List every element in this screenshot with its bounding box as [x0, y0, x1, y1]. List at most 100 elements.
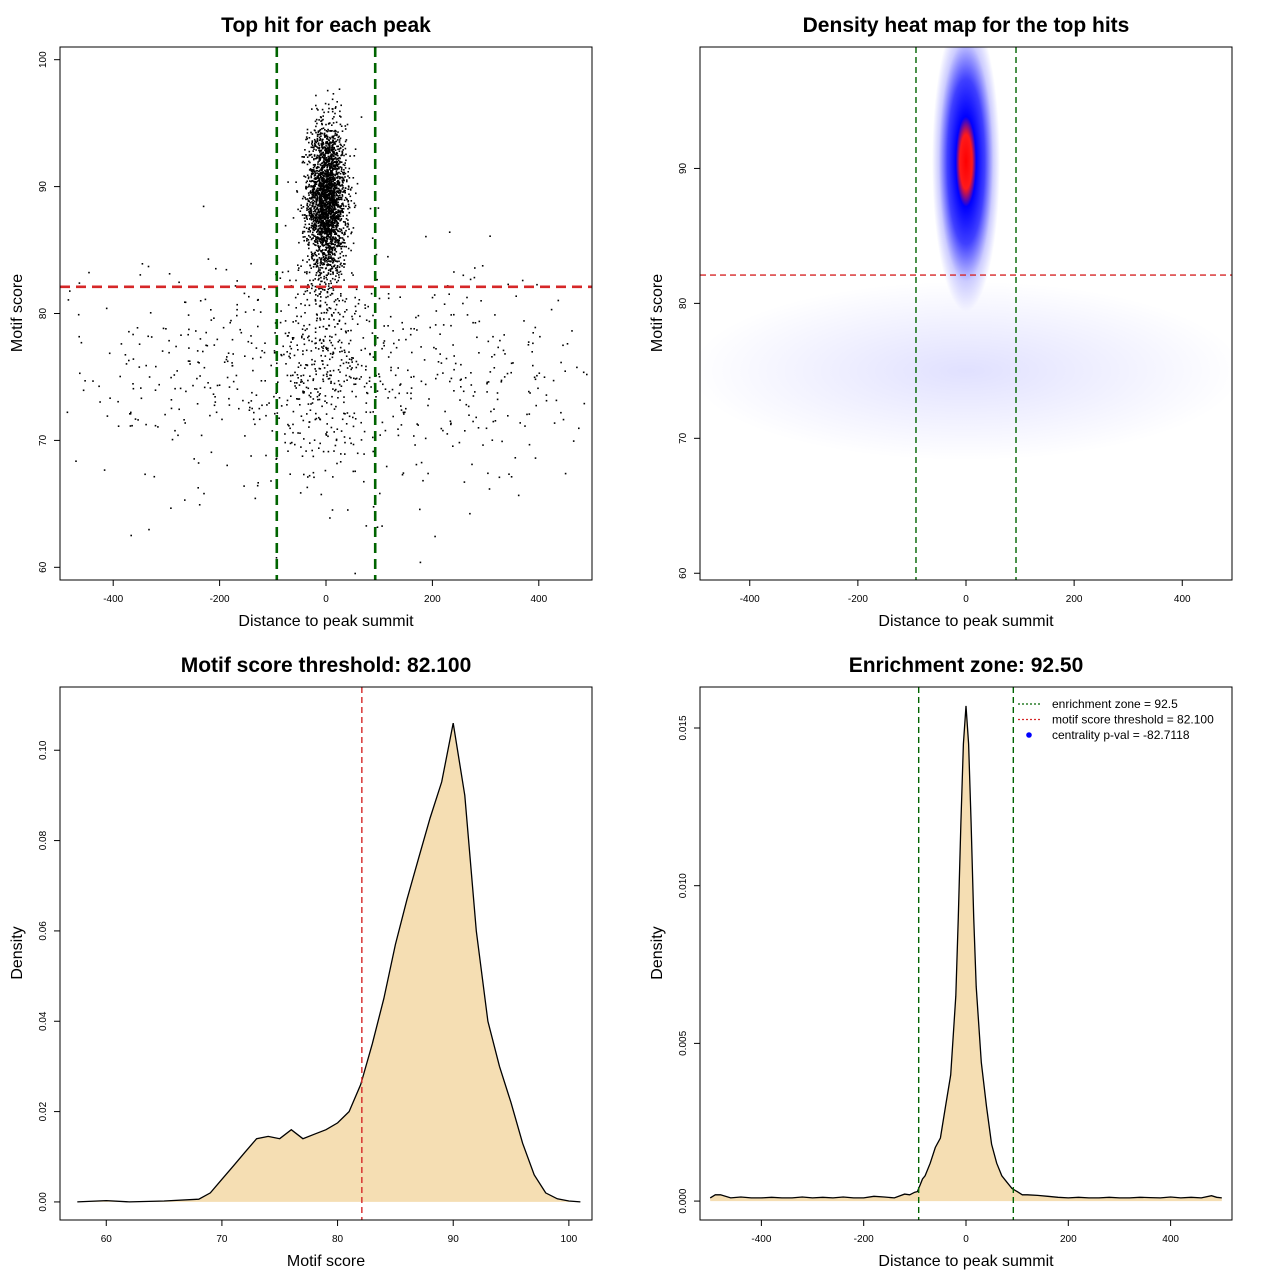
scatter-point — [320, 198, 323, 201]
scatter-point — [141, 263, 144, 265]
scatter-point — [366, 392, 369, 395]
scatter-point — [310, 216, 312, 218]
scatter-point — [341, 231, 343, 234]
scatter-point — [306, 486, 309, 489]
scatter-point — [342, 221, 345, 223]
scatter-point — [308, 234, 310, 237]
scatter-point — [336, 186, 338, 188]
scatter-point — [344, 224, 347, 226]
scatter-point — [327, 285, 330, 287]
scatter-point — [415, 463, 418, 466]
scatter-point — [360, 116, 363, 118]
scatter-point — [170, 507, 172, 509]
scatter-point — [310, 146, 313, 149]
scatter-point — [330, 286, 332, 289]
scatter-point — [306, 272, 308, 275]
scatter-point — [315, 198, 317, 201]
scatter-point — [335, 158, 338, 160]
scatter-point — [328, 260, 330, 262]
scatter-point — [331, 165, 333, 167]
scatter-point — [382, 342, 385, 344]
scatter-point — [330, 239, 333, 241]
scatter-point — [315, 178, 317, 180]
scatter-point — [335, 177, 337, 179]
scatter-point — [305, 154, 307, 156]
scatter-point — [319, 186, 322, 188]
scatter-point — [273, 395, 275, 398]
scatter-point — [329, 172, 332, 174]
scatter-point — [340, 246, 342, 248]
scatter-point — [352, 227, 355, 229]
scatter-point — [324, 204, 327, 206]
scatter-point — [318, 216, 320, 219]
scatter-point — [341, 208, 343, 210]
scatter-point — [327, 180, 330, 183]
x-tick-label: 0 — [963, 594, 969, 605]
scatter-point — [320, 260, 322, 262]
scatter-point — [318, 277, 320, 280]
scatter-point — [379, 492, 381, 495]
legend-entry: centrality p-val = -82.7118 — [1052, 728, 1190, 742]
scatter-point — [369, 411, 372, 414]
scatter-point — [307, 177, 310, 180]
scatter-point — [290, 347, 293, 350]
scatter-point — [316, 167, 318, 169]
scatter-point — [300, 315, 302, 318]
scatter-point — [313, 155, 316, 157]
scatter-point — [321, 195, 323, 197]
scatter-point — [329, 242, 331, 244]
scatter-point — [387, 255, 389, 258]
scatter-point — [345, 298, 348, 300]
scatter-point — [315, 342, 317, 344]
scatter-point — [336, 428, 339, 430]
scatter-point — [324, 179, 327, 182]
scatter-point — [327, 148, 329, 150]
scatter-point — [344, 233, 346, 235]
scatter-point — [331, 98, 334, 101]
scatter-point — [420, 346, 422, 348]
scatter-point — [174, 387, 176, 390]
scatter-point — [306, 198, 309, 200]
scatter-point — [473, 276, 476, 279]
scatter-point — [326, 216, 328, 219]
scatter-point — [339, 211, 341, 214]
scatter-point — [387, 325, 389, 327]
scatter-point — [325, 214, 327, 216]
scatter-point — [196, 403, 199, 405]
scatter-point — [329, 193, 332, 196]
scatter-point — [347, 219, 349, 221]
scatter-point — [345, 218, 348, 220]
scatter-point — [318, 177, 320, 180]
scatter-point — [324, 395, 327, 397]
scatter-point — [314, 120, 317, 123]
scatter-point — [326, 207, 328, 210]
scatter-point — [321, 169, 323, 171]
scatter-point — [342, 190, 345, 193]
scatter-point — [323, 252, 325, 254]
scatter-point — [168, 273, 171, 275]
scatter-point — [309, 218, 311, 220]
scatter-point — [334, 141, 337, 143]
scatter-point — [326, 130, 329, 133]
scatter-point — [239, 328, 241, 331]
scatter-point — [348, 211, 351, 214]
scatter-point — [334, 161, 336, 163]
scatter-point — [510, 371, 512, 374]
scatter-point — [307, 208, 310, 211]
scatter-point — [375, 396, 377, 398]
scatter-point — [258, 407, 261, 410]
scatter-point — [286, 374, 289, 377]
scatter-point — [349, 155, 351, 157]
scatter-point — [332, 93, 335, 95]
scatter-point — [339, 461, 342, 463]
scatter-point — [321, 187, 323, 190]
scatter-point — [330, 166, 333, 168]
scatter-point — [329, 184, 332, 187]
scatter-point — [320, 196, 323, 199]
scatter-point — [343, 380, 345, 383]
scatter-point — [325, 257, 328, 259]
scatter-point — [323, 345, 325, 347]
scatter-point — [399, 384, 401, 386]
scatter-point — [318, 160, 320, 162]
scatter-point — [319, 305, 322, 308]
